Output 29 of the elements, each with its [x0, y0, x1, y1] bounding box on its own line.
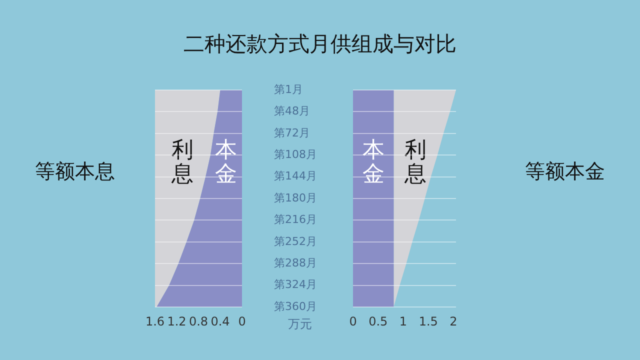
y-tick-label: 第144月 [274, 170, 317, 183]
x-tick-label: 0 [238, 314, 246, 328]
y-tick-label: 第1月 [274, 82, 303, 96]
y-tick-label: 第252月 [274, 234, 317, 248]
x-axis-title: 万元 [288, 317, 312, 332]
x-tick-label: 0.8 [188, 314, 208, 328]
series-label: 利息 [404, 138, 427, 187]
x-tick-label: 1.2 [167, 314, 186, 328]
y-tick-label: 第288月 [274, 256, 317, 270]
x-tick-label: 2 [450, 314, 458, 328]
x-tick-label: 0 [349, 314, 357, 328]
x-tick-label: 1.5 [418, 314, 438, 328]
x-tick-label: 1.6 [145, 314, 165, 328]
y-tick-label: 第48月 [274, 104, 310, 118]
x-tick-label: 0.4 [210, 314, 230, 328]
x-tick-label: 1 [399, 314, 408, 328]
x-tick-label: 0.5 [368, 314, 388, 328]
y-tick-label: 第180月 [274, 191, 317, 204]
y-axis-title: 等额本息 [34, 158, 116, 185]
y-tick-label: 第108月 [274, 148, 317, 161]
series-label: 本金 [215, 138, 238, 187]
y-tick-label: 第216月 [274, 213, 317, 226]
y-tick-label: 第72月 [274, 126, 310, 140]
series-label: 本金 [362, 138, 384, 187]
y-tick-label: 第324月 [274, 278, 317, 292]
y-axis-title: 等额本金 [524, 158, 606, 185]
text: 二种还款方式月供组成与对比 [182, 31, 458, 58]
series-label: 利息 [170, 138, 194, 187]
y-tick-label: 第360月 [274, 300, 317, 313]
